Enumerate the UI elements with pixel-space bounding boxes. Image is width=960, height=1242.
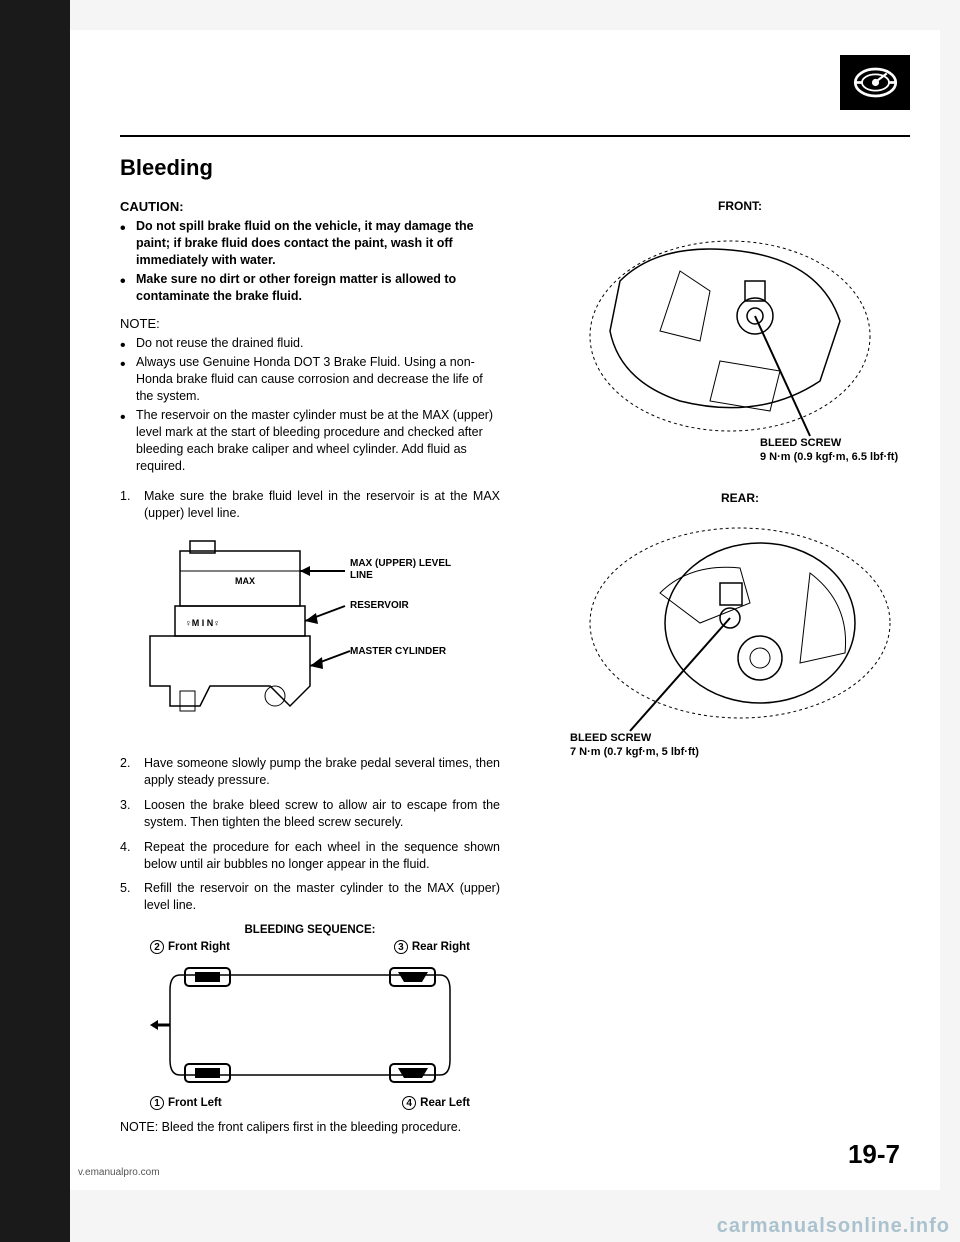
caution-list: Do not spill brake fluid on the vehicle,… (120, 218, 500, 304)
rear-fig-title: REAR: (560, 491, 920, 505)
rear-torque: BLEED SCREW 7 N·m (0.7 kgf·m, 5 lbf·ft) (570, 731, 699, 760)
fig-label-max: MAX (UPPER) LEVEL (350, 558, 451, 569)
steps-list-cont: Have someone slowly pump the brake pedal… (120, 755, 500, 914)
step-item: Repeat the procedure for each wheel in t… (120, 839, 500, 873)
right-column: FRONT: BLEED SCR (560, 199, 920, 1189)
seq-pos: 2Front Right (150, 940, 230, 954)
sequence-top-row: 2Front Right 3Rear Right (120, 940, 500, 954)
binder-edge (0, 0, 70, 1242)
note-label: NOTE: (120, 316, 500, 331)
front-torque: BLEED SCREW 9 N·m (0.9 kgf·m, 6.5 lbf·ft… (760, 436, 898, 465)
sequence-title: BLEEDING SEQUENCE: (120, 924, 500, 936)
content: Bleeding CAUTION: Do not spill brake flu… (120, 155, 910, 1189)
two-column-layout: CAUTION: Do not spill brake fluid on the… (120, 199, 910, 1189)
steering-wheel-icon (853, 65, 898, 100)
seq-pos: 1Front Left (150, 1096, 222, 1110)
note-item: Always use Genuine Honda DOT 3 Brake Flu… (120, 354, 500, 405)
note-item: Do not reuse the drained fluid. (120, 335, 500, 352)
svg-text:♀M I N♀: ♀M I N♀ (185, 618, 220, 628)
seq-pos: 3Rear Right (394, 940, 470, 954)
step-item: Refill the reservoir on the master cylin… (120, 880, 500, 914)
sequence-bottom-row: 1Front Left 4Rear Left (120, 1096, 500, 1110)
step-item: Have someone slowly pump the brake pedal… (120, 755, 500, 789)
note-item: The reservoir on the master cylinder mus… (120, 407, 500, 475)
watermark: carmanualsonline.info (717, 1215, 950, 1238)
page: Bleeding CAUTION: Do not spill brake flu… (70, 30, 940, 1190)
footer-url: v.emanualpro.com (78, 1167, 160, 1178)
front-fig-title: FRONT: (560, 199, 920, 213)
car-outline-figure (150, 960, 470, 1090)
header-rule (120, 135, 910, 137)
seq-pos: 4Rear Left (402, 1096, 470, 1110)
reservoir-svg: MAX ♀M I N♀ (140, 536, 480, 736)
step-item: Make sure the brake fluid level in the r… (120, 488, 500, 522)
left-column: CAUTION: Do not spill brake fluid on the… (120, 199, 500, 1189)
caution-item: Do not spill brake fluid on the vehicle,… (120, 218, 500, 269)
fig-label-master: MASTER CYLINDER (350, 646, 447, 657)
note-list: Do not reuse the drained fluid. Always u… (120, 335, 500, 474)
svg-text:LINE: LINE (350, 570, 373, 581)
caution-label: CAUTION: (120, 199, 500, 214)
sequence-note: NOTE: Bleed the front calipers first in … (120, 1120, 500, 1134)
page-number: 19-7 (848, 1139, 900, 1170)
reservoir-figure: MAX ♀M I N♀ (140, 536, 500, 741)
step-item: Loosen the brake bleed screw to allow ai… (120, 797, 500, 831)
caution-item: Make sure no dirt or other foreign matte… (120, 271, 500, 305)
fig-label-reservoir: RESERVOIR (350, 600, 409, 611)
svg-text:MAX: MAX (235, 576, 255, 586)
header-icon (840, 55, 910, 110)
front-figure: BLEED SCREW 9 N·m (0.9 kgf·m, 6.5 lbf·ft… (560, 221, 920, 471)
rear-figure: BLEED SCREW 7 N·m (0.7 kgf·m, 5 lbf·ft) (560, 513, 920, 763)
steps-list: Make sure the brake fluid level in the r… (120, 488, 500, 522)
section-title: Bleeding (120, 155, 910, 181)
